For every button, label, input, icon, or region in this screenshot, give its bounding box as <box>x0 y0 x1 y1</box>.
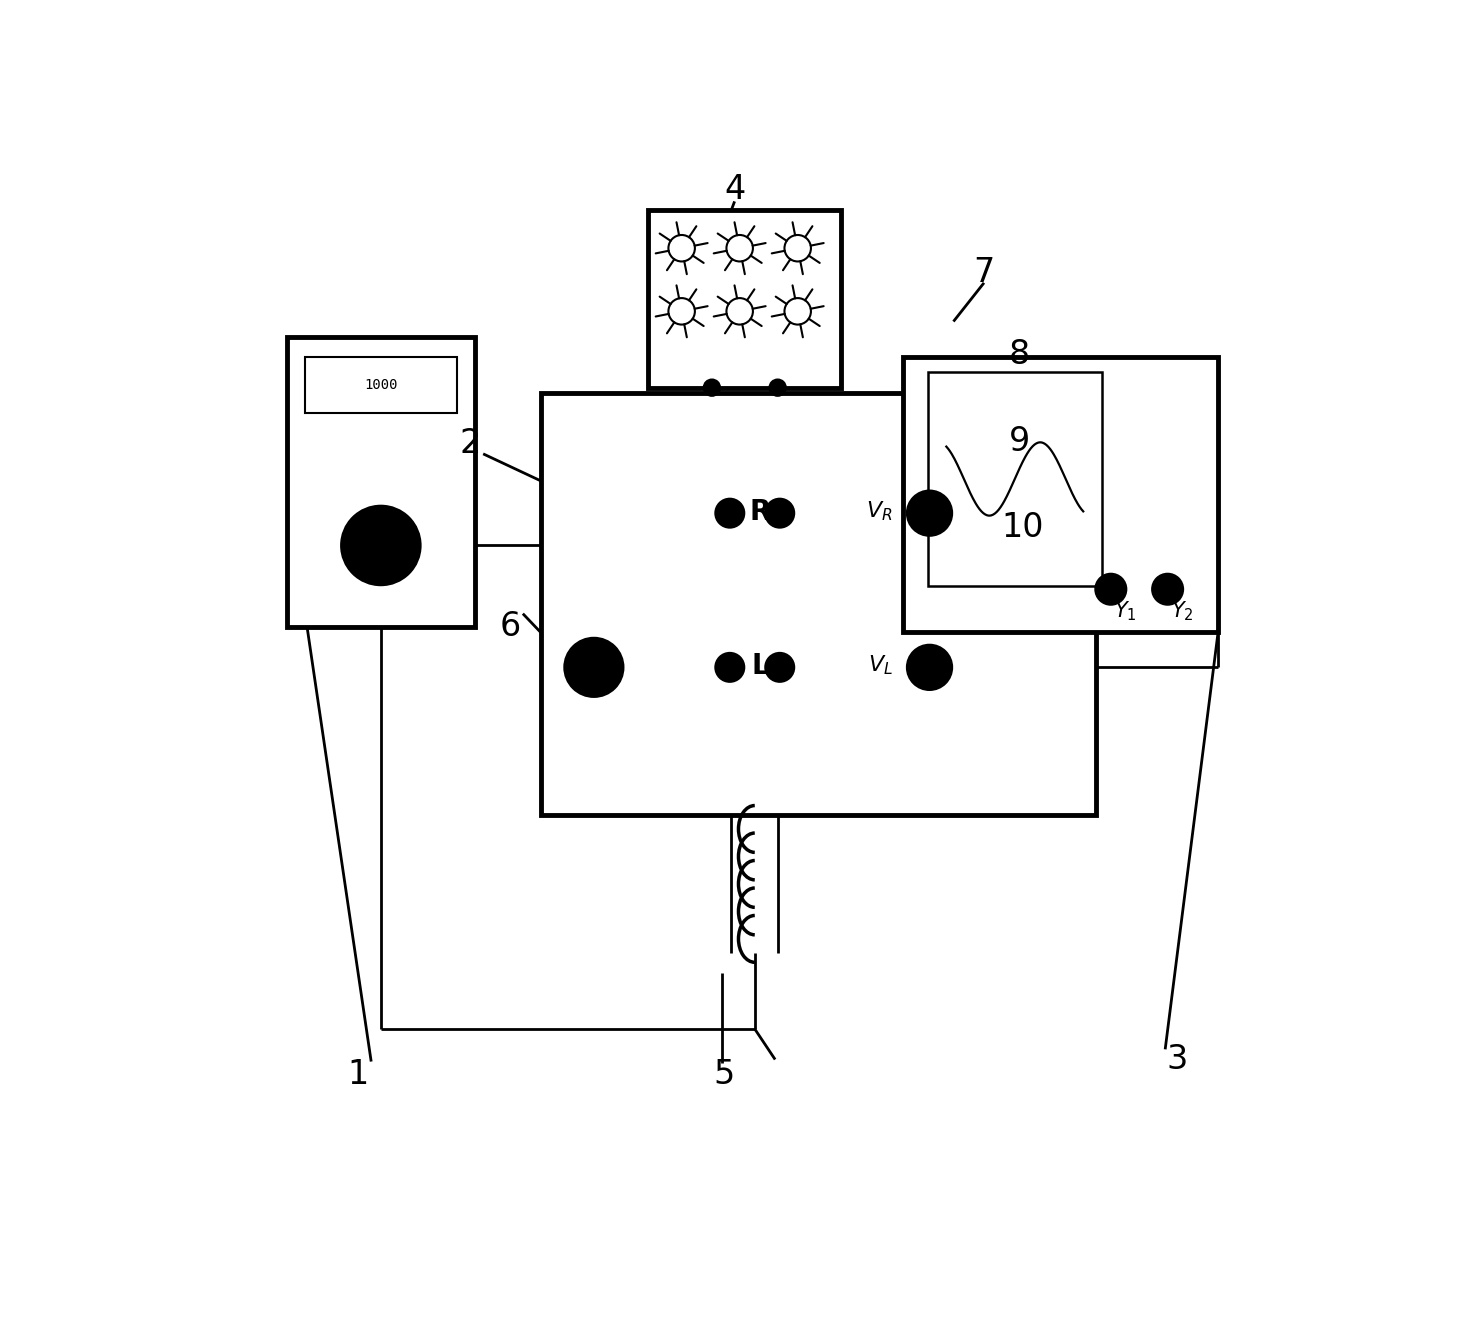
Text: 10: 10 <box>1001 510 1044 543</box>
Text: $V_R$: $V_R$ <box>866 500 893 524</box>
Circle shape <box>770 379 786 395</box>
Text: 2: 2 <box>460 427 480 460</box>
Bar <box>903 357 1218 632</box>
Bar <box>648 209 841 387</box>
Bar <box>541 393 1096 816</box>
Circle shape <box>716 498 744 527</box>
Bar <box>305 357 457 414</box>
Text: 1000: 1000 <box>365 378 397 391</box>
Text: R: R <box>749 498 771 526</box>
Text: $V_L$: $V_L$ <box>868 653 893 677</box>
Text: $Y_1$: $Y_1$ <box>1114 599 1136 623</box>
Text: 4: 4 <box>724 173 746 206</box>
Text: 5: 5 <box>713 1059 736 1091</box>
Text: 8: 8 <box>1008 337 1031 370</box>
Circle shape <box>716 653 744 682</box>
Circle shape <box>704 379 721 395</box>
Text: 9: 9 <box>1008 426 1031 459</box>
Circle shape <box>765 498 793 527</box>
Circle shape <box>1096 574 1126 604</box>
Text: 6: 6 <box>500 611 521 644</box>
Circle shape <box>908 490 952 535</box>
Text: 3: 3 <box>1167 1043 1188 1076</box>
Text: 1: 1 <box>347 1059 369 1091</box>
Text: L: L <box>752 652 770 681</box>
Circle shape <box>565 639 623 695</box>
Bar <box>286 337 475 627</box>
Circle shape <box>765 653 793 682</box>
Circle shape <box>343 506 420 584</box>
Circle shape <box>908 645 952 690</box>
Circle shape <box>1152 574 1183 604</box>
Text: $Y_2$: $Y_2$ <box>1170 599 1194 623</box>
Bar <box>928 371 1102 586</box>
Circle shape <box>578 652 610 682</box>
Text: 7: 7 <box>973 256 995 290</box>
